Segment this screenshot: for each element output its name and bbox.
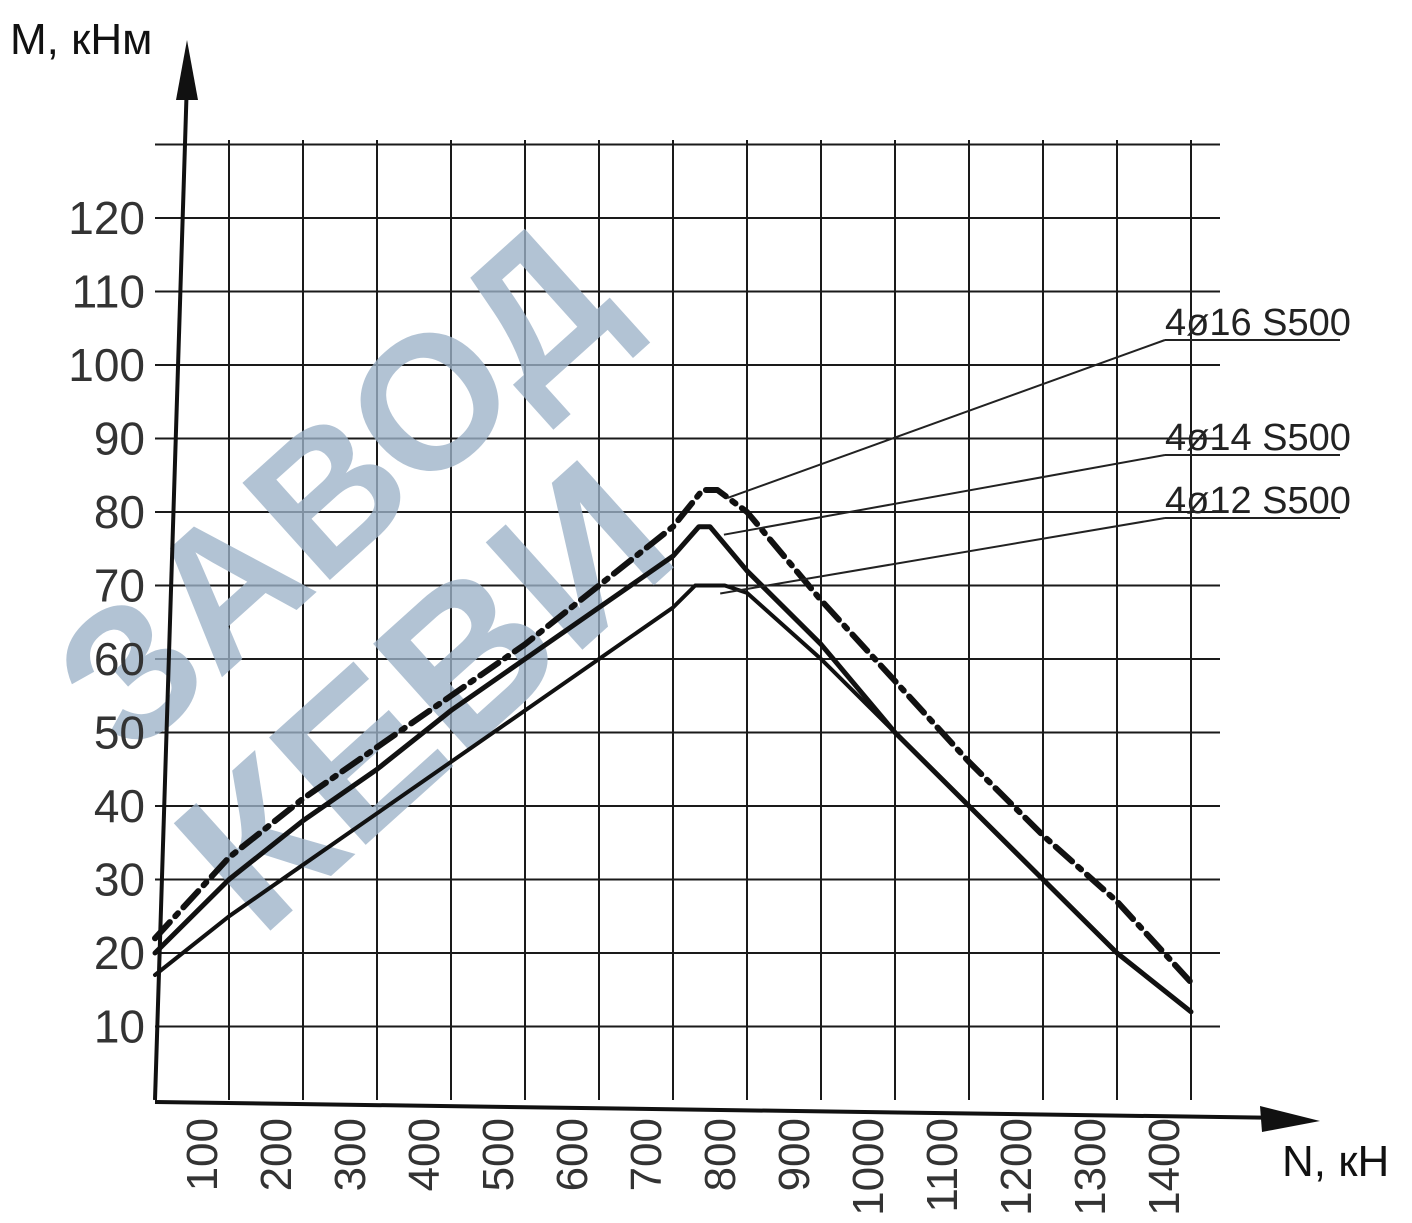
ticks: 10 20 30 40 50 60 70 80 90 100 110 120 100 200 300 400 5… (68, 192, 1189, 1216)
x-tick-label: 300 (326, 1118, 375, 1191)
grid (155, 140, 1220, 1100)
legend: 4ø16 S500 4ø14 S500 4ø12 S500 (720, 302, 1351, 595)
y-axis-title: M, кНм (10, 15, 152, 64)
x-tick-label: 700 (622, 1118, 671, 1191)
y-tick-label: 100 (68, 339, 145, 391)
y-tick-label: 60 (94, 633, 145, 685)
y-tick-label: 90 (94, 413, 145, 465)
x-axis-arrow (1260, 1106, 1320, 1132)
x-axis-title: N, кН (1282, 1137, 1389, 1186)
x-tick-label: 100 (178, 1118, 227, 1191)
series-line (152, 487, 1194, 986)
x-axis-line (154, 1100, 1291, 1120)
series (152, 487, 1194, 1015)
series-line (153, 583, 1193, 1014)
y-tick-label: 70 (94, 560, 145, 612)
y-tick-label: 20 (94, 927, 145, 979)
legend-label: 4ø16 S500 (1165, 302, 1351, 344)
x-tick-label: 200 (252, 1118, 301, 1191)
x-tick-label: 800 (696, 1118, 745, 1191)
x-tick-label: 1400 (1140, 1118, 1189, 1216)
x-tick-label: 500 (474, 1118, 523, 1191)
x-tick-label: 1200 (992, 1118, 1041, 1216)
x-tick-label: 1300 (1066, 1118, 1115, 1216)
y-tick-label: 10 (94, 1001, 145, 1053)
y-tick-label: 40 (94, 780, 145, 832)
x-tick-label: 1100 (918, 1118, 967, 1213)
x-tick-label: 600 (548, 1118, 597, 1191)
y-tick-label: 110 (72, 266, 145, 318)
x-tick-label: 900 (770, 1118, 819, 1191)
y-tick-label: 80 (94, 486, 145, 538)
legend-leader (720, 517, 1166, 595)
y-tick-label: 30 (94, 854, 145, 906)
legend-leader (727, 339, 1166, 499)
x-tick-label: 1000 (844, 1118, 893, 1216)
legend-label: 4ø14 S500 (1165, 417, 1351, 459)
legend-label: 4ø12 S500 (1165, 480, 1351, 522)
y-axis-arrow (176, 40, 198, 100)
y-tick-label: 120 (68, 192, 145, 244)
y-tick-label: 50 (94, 707, 145, 759)
x-tick-label: 400 (400, 1118, 449, 1191)
legend-leader (723, 454, 1166, 536)
